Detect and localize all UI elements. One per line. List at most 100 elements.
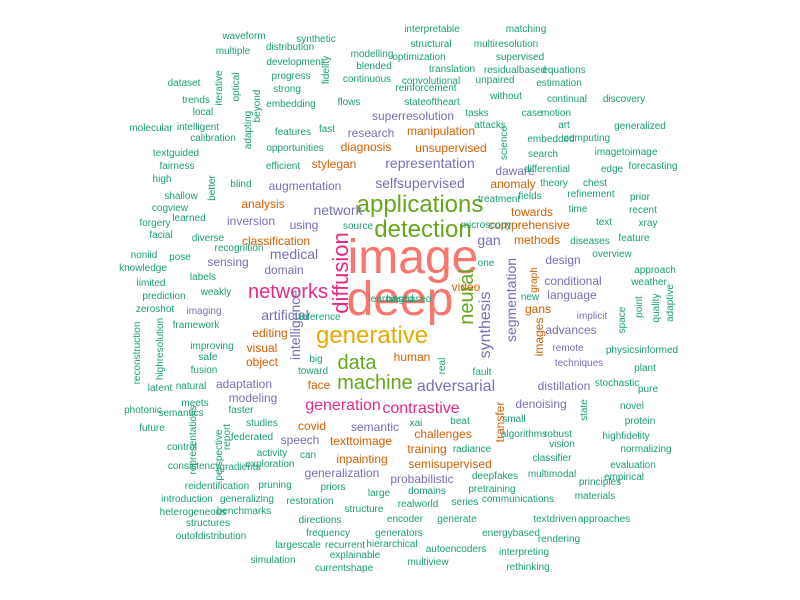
word-180: pruning [258, 480, 292, 491]
word-41: manipulation [406, 124, 476, 138]
word-122: feature [618, 233, 650, 244]
word-259: vision [549, 439, 575, 450]
word-94: without [490, 91, 522, 102]
word-167: priors [320, 482, 346, 493]
word-65: generalization [304, 466, 380, 480]
word-135: protein [624, 416, 656, 427]
word-54: sensing [207, 255, 249, 269]
word-241: representations [188, 405, 199, 475]
word-139: empirical [603, 472, 645, 483]
word-120: xray [638, 218, 658, 229]
word-144: textdriven [533, 514, 577, 525]
word-49: daware [495, 164, 535, 178]
word-178: generalizing [220, 494, 274, 505]
word-163: realworld [397, 499, 439, 510]
word-147: interpreting [498, 547, 550, 558]
word-60: covid [297, 419, 327, 433]
word-169: restoration [286, 496, 334, 507]
word-117: recent [629, 205, 657, 216]
word-243: report [222, 423, 233, 451]
word-46: anomaly [490, 177, 536, 191]
word-249: real [437, 357, 448, 375]
word-32: methods [513, 233, 561, 247]
word-247: big [309, 354, 323, 365]
word-39: advances [545, 323, 597, 337]
word-183: exploration [245, 459, 295, 470]
word-194: latent [147, 383, 173, 394]
word-58: adaptation [215, 377, 273, 391]
word-134: novel [620, 401, 644, 412]
word-79: stateoftheart [404, 97, 460, 108]
word-95: continual [546, 94, 588, 105]
word-92: estimation [536, 78, 582, 89]
word-212: cogview [151, 203, 189, 214]
word-132: stochastic [594, 378, 640, 389]
word-68: distillation [537, 379, 591, 393]
word-166: structure [344, 504, 384, 515]
word-235: optical [231, 72, 242, 102]
word-23: human [393, 350, 431, 364]
word-17: representation [385, 155, 475, 171]
word-200: zeroshot [135, 304, 175, 315]
word-64: speech [280, 433, 320, 447]
word-10: contrastive [382, 400, 460, 417]
word-162: series [451, 497, 479, 508]
word-228: progress [271, 71, 311, 82]
word-261: learningbased [368, 294, 432, 305]
word-136: highfidelity [602, 431, 650, 442]
word-42: unsupervised [415, 141, 487, 155]
word-102: generalized [614, 121, 666, 132]
word-72: features [274, 127, 312, 138]
word-142: principles [578, 477, 622, 488]
word-103: embedded [527, 134, 575, 145]
word-232: modelling [350, 49, 394, 60]
word-47: towards [510, 205, 554, 219]
word-82: continuous [342, 74, 392, 85]
word-35: domain [264, 263, 304, 277]
word-28: editing [252, 326, 288, 340]
word-219: intelligent [176, 122, 220, 133]
word-104: computing [563, 133, 611, 144]
word-26: semantic [350, 420, 400, 434]
word-116: time [568, 204, 588, 215]
word-22: video [451, 280, 481, 294]
word-40: superresolution [371, 109, 455, 123]
word-239: reconstruction [132, 321, 143, 385]
word-77: embedding [266, 99, 316, 110]
word-53: analysis [241, 197, 285, 211]
word-246: inference [299, 312, 341, 323]
word-206: labels [189, 272, 217, 283]
word-146: rendering [537, 534, 581, 545]
word-201: prediction [142, 291, 186, 302]
word-257: algorithms [500, 429, 548, 440]
word-165: large [367, 488, 391, 499]
word-78: flows [337, 97, 361, 108]
word-30: texttoimage [329, 434, 393, 448]
word-31: images [532, 317, 546, 357]
word-218: molecular [129, 123, 173, 134]
word-195: natural [175, 381, 207, 392]
word-150: currentshape [314, 563, 374, 574]
word-177: introduction [161, 494, 213, 505]
word-52: inversion [226, 214, 276, 228]
word-15: intelligence [287, 289, 303, 361]
word-0: image [347, 231, 479, 284]
word-108: forecasting [628, 161, 678, 172]
word-237: adapting [243, 110, 254, 150]
word-90: residualbased [483, 65, 547, 76]
word-253: xai [409, 418, 423, 429]
word-187: future [139, 423, 165, 434]
word-6: diffusion [328, 232, 353, 314]
word-124: approach [634, 265, 676, 276]
word-81: convolutional [401, 76, 461, 87]
word-99: motion [540, 108, 572, 119]
word-202: limited [136, 278, 166, 289]
word-36: design [545, 253, 581, 267]
word-9: data [337, 352, 377, 374]
word-172: simulation [250, 555, 296, 566]
word-226: distribution [265, 42, 315, 53]
word-244: science [499, 126, 510, 160]
word-45: stylegan [311, 157, 357, 171]
word-43: research [347, 126, 395, 140]
word-69: remote [552, 343, 584, 354]
